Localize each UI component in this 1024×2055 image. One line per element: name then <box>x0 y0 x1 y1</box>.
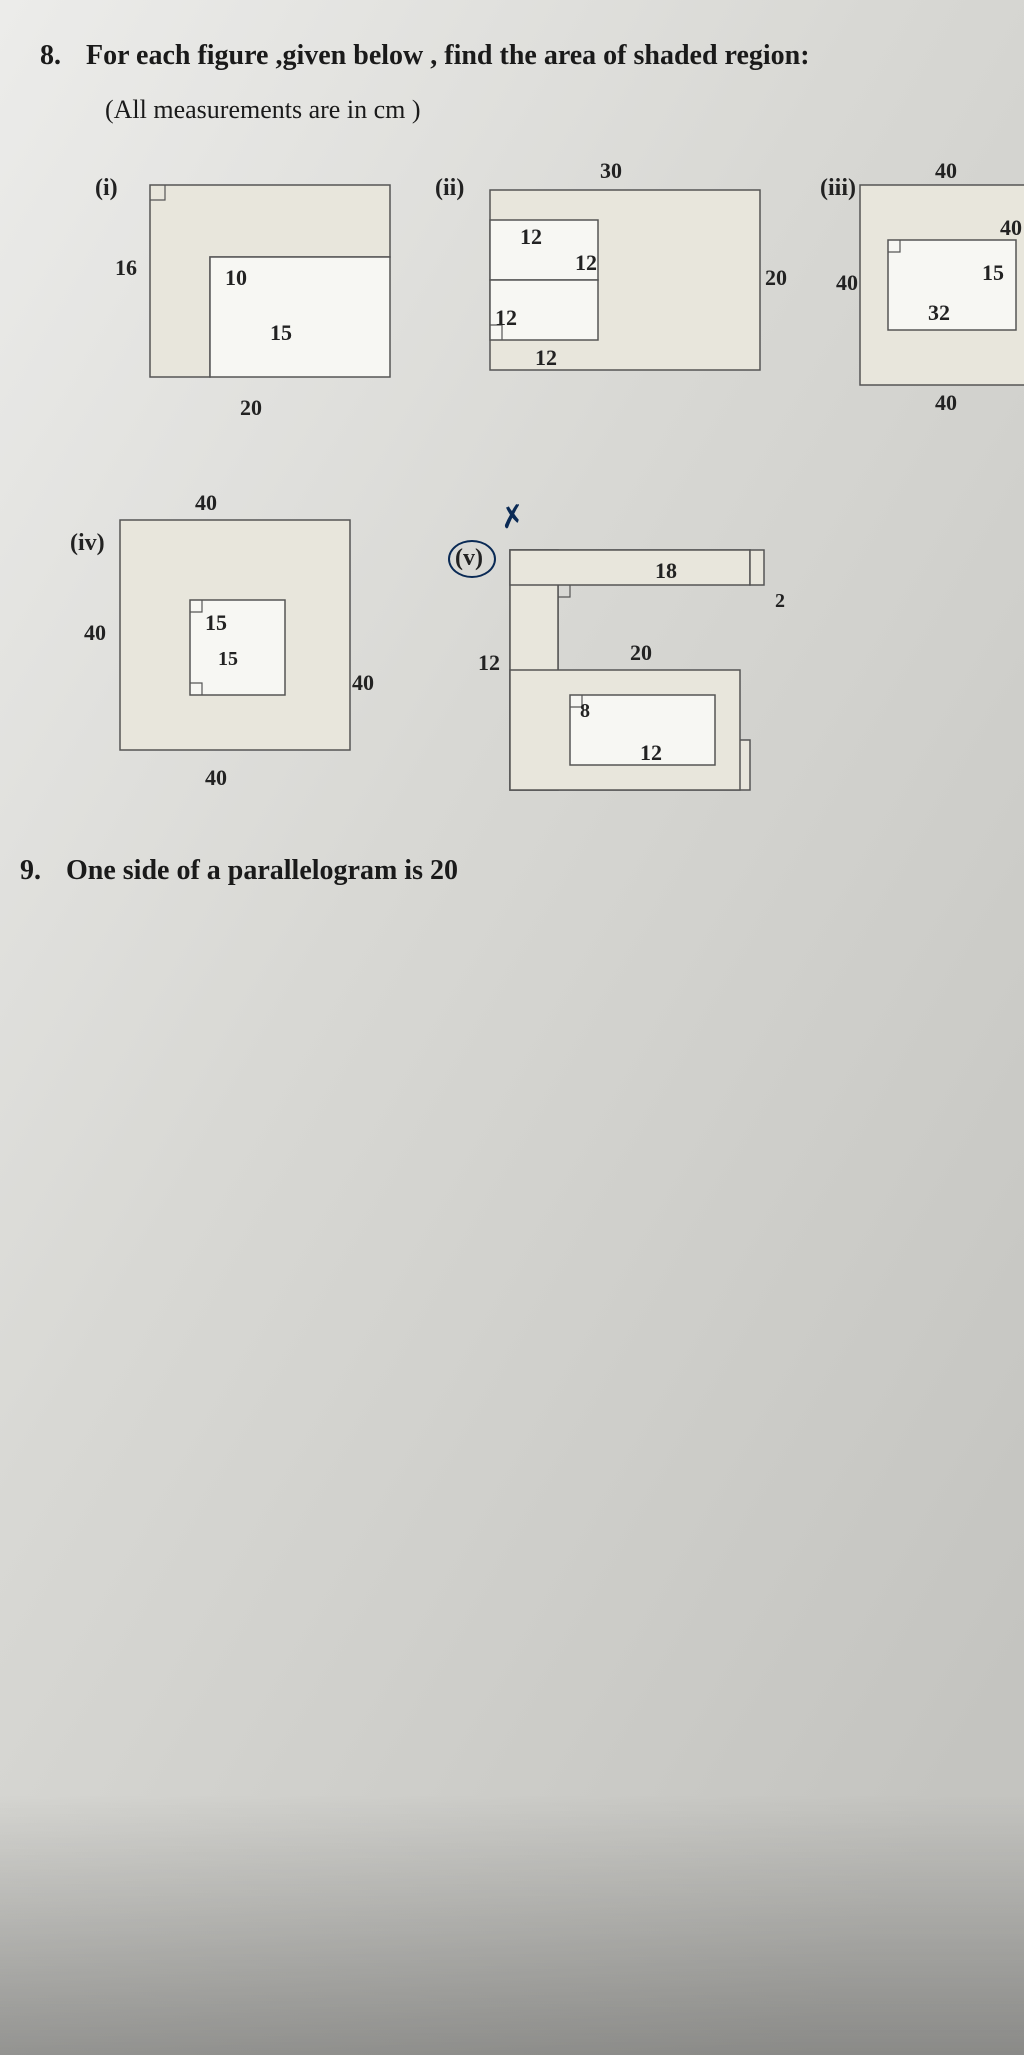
dim-v-topright: 18 <box>655 558 677 584</box>
q9-num: 9. <box>20 855 41 886</box>
pen-cross-icon: ✗ <box>497 498 528 537</box>
dim-ii-c2-left: 12 <box>495 305 517 331</box>
figure-iv <box>110 510 370 770</box>
q-num: 8. <box>40 40 61 71</box>
q9-text: One side of a parallelogram is 20 <box>66 855 458 886</box>
part-label-ii: (ii) <box>435 175 464 202</box>
dim-v-left: 12 <box>478 650 500 676</box>
dim-iii-inner-w: 32 <box>928 300 950 326</box>
textbook-page: 8. For each figure ,given below , find t… <box>0 0 1024 2055</box>
question-note: (All measurements are in cm ) <box>105 95 421 125</box>
dim-v-inner-right: 12 <box>640 740 662 766</box>
q-text: For each figure ,given below , find the … <box>86 40 810 71</box>
dim-ii-top: 30 <box>600 158 622 184</box>
dim-i-inner-left: 10 <box>225 265 247 291</box>
figure-ii <box>480 180 780 410</box>
dim-iv-bottom: 40 <box>205 765 227 791</box>
dim-iii-top: 40 <box>935 158 957 184</box>
shadow-gradient <box>0 1795 1024 2055</box>
dim-iii-left: 40 <box>836 270 858 296</box>
dim-v-right-small: 2 <box>775 590 785 613</box>
dim-iv-inner-w: 15 <box>205 610 227 636</box>
dim-i-inner-bottom: 15 <box>270 320 292 346</box>
dim-v-mid: 20 <box>630 640 652 666</box>
dim-iv-right: 40 <box>352 670 374 696</box>
question-number: 8. For each figure ,given below , find t… <box>40 40 810 72</box>
dim-iv-left: 40 <box>84 620 106 646</box>
next-question: 9. One side of a parallelogram is 20 <box>20 855 458 887</box>
dim-ii-c2-bottom: 12 <box>535 345 557 371</box>
dim-i-left: 16 <box>115 255 137 281</box>
dim-iv-inner-h: 15 <box>218 648 238 671</box>
dim-i-bottom: 20 <box>240 395 262 421</box>
dim-v-inner-top: 8 <box>580 700 590 723</box>
dim-ii-c1-top: 12 <box>520 224 542 250</box>
part-label-iii: (iii) <box>820 175 856 202</box>
part-label-i: (i) <box>95 175 118 202</box>
dim-iii-bottom: 40 <box>935 390 957 416</box>
dim-iii-inner-h: 15 <box>982 260 1004 286</box>
pen-circle-icon <box>448 540 496 578</box>
dim-iii-far-right: 40 <box>1000 215 1022 241</box>
dim-ii-c1-right: 12 <box>575 250 597 276</box>
part-label-iv: (iv) <box>70 530 105 557</box>
dim-iv-top: 40 <box>195 490 217 516</box>
dim-ii-right: 20 <box>765 265 787 291</box>
figure-i <box>140 175 400 455</box>
